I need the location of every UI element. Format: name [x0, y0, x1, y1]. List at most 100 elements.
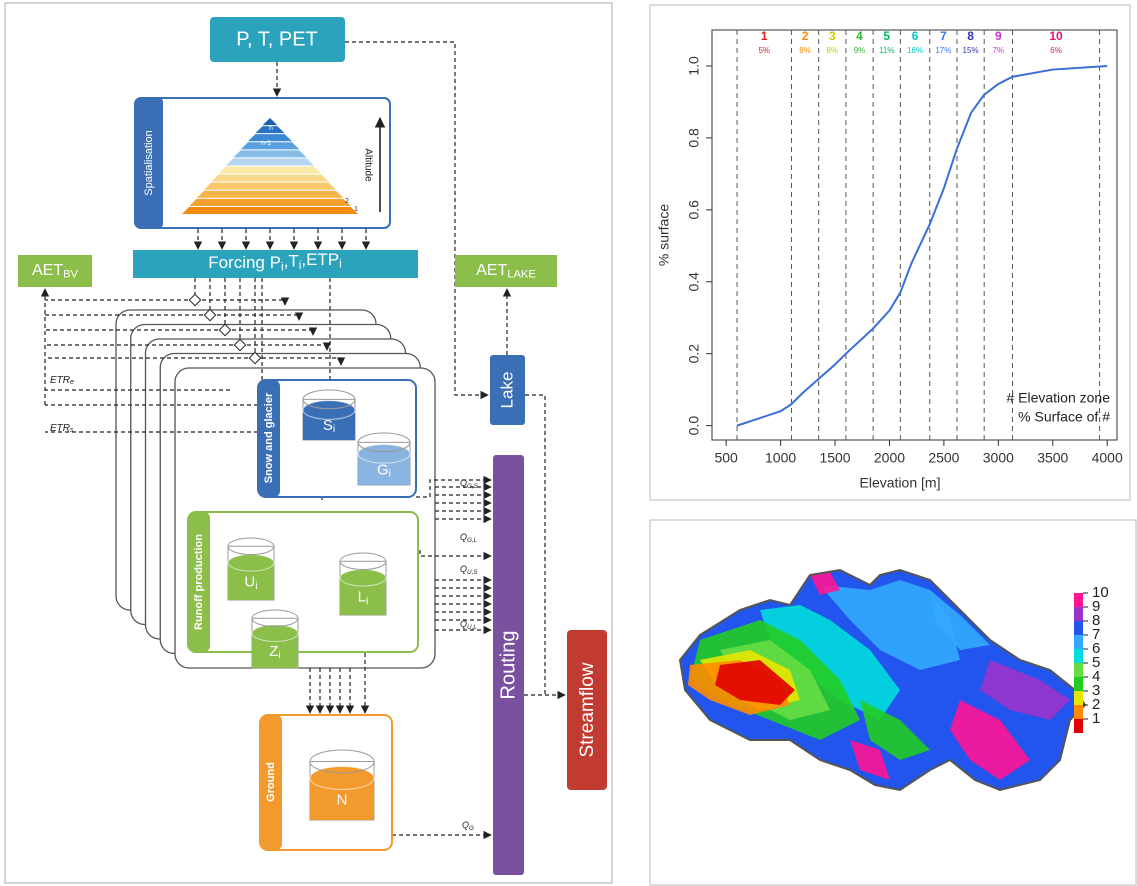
pyramid-band	[189, 199, 350, 206]
zone-label: 10	[1049, 29, 1063, 43]
zone-percent: 5%	[758, 46, 770, 55]
x-tick-label: 1000	[765, 450, 796, 466]
text-main: G	[377, 461, 389, 478]
data-line	[737, 66, 1107, 426]
zone-label: 6	[912, 29, 919, 43]
pyramid-label: 1	[354, 206, 358, 213]
colorbar-segment	[1074, 607, 1083, 621]
text-main: Z	[269, 643, 278, 660]
colorbar-segment	[1074, 691, 1083, 705]
y-tick-label: 0.2	[686, 344, 702, 364]
text-main: Q	[460, 478, 467, 488]
zone-label: 7	[940, 29, 947, 43]
zone-percent: 8%	[799, 46, 811, 55]
x-tick-label: 3000	[983, 450, 1014, 466]
text-sub: i	[339, 257, 342, 271]
snow-label: Snow and glacier	[263, 392, 275, 483]
text-main: S	[323, 417, 333, 434]
legend-entry: # Elevation zone	[1006, 390, 1110, 406]
text-sub: i	[255, 580, 257, 592]
text-main: N	[337, 791, 348, 808]
figure: P, T, PET Spatialisation n n-1 2 1 Altit…	[0, 0, 1137, 886]
pyramid-band	[204, 183, 336, 190]
colorbar-segment	[1074, 621, 1083, 635]
zone-percent: 16%	[907, 46, 923, 55]
text-sub: U,L	[467, 624, 477, 631]
zone-percent: 17%	[935, 46, 951, 55]
flow-label: QU,L​	[460, 619, 477, 630]
flow-label: QG,L​	[460, 532, 478, 543]
zone-percent: 11%	[879, 46, 894, 55]
pyramid-band	[219, 167, 322, 174]
pyramid-label: n-1	[261, 140, 271, 147]
text-main: AET	[476, 262, 507, 279]
reservoir-level	[252, 625, 298, 642]
text-sub: LAKE	[507, 268, 536, 280]
reservoir-level	[340, 570, 386, 587]
reservoir-level	[358, 444, 410, 463]
colorbar-segment	[1074, 719, 1083, 733]
etr-s-label: ETRs​	[50, 423, 74, 434]
text-main: Q	[460, 619, 467, 629]
x-tick-label: 4000	[1092, 450, 1123, 466]
zone-percent: 6%	[1050, 46, 1062, 55]
runoff-label: Runoff production	[193, 534, 205, 630]
text-main: ,ETP	[301, 250, 339, 269]
zone-label: 3	[829, 29, 836, 43]
colorbar-segment	[1074, 593, 1083, 607]
x-tick-label: 2000	[874, 450, 905, 466]
y-tick-label: 1.0	[686, 56, 702, 76]
elevation-chart: Elevation [m] % surface # Elevation zone…	[656, 29, 1123, 491]
etr-e-label: ETRe​	[50, 375, 74, 386]
streamflow-label: Streamflow	[577, 662, 598, 757]
zone-label: 9	[995, 29, 1002, 43]
x-tick-label: 500	[714, 450, 738, 466]
text-main: Q	[462, 820, 469, 830]
y-tick-label: 0.0	[686, 416, 702, 436]
reservoir-label: N	[337, 791, 348, 808]
inputs-label: P, T, PET	[236, 28, 318, 50]
plot-frame	[712, 30, 1117, 440]
reservoir-level	[228, 555, 274, 572]
colorbar-segment	[1074, 677, 1083, 691]
flow-label: QG​	[462, 820, 474, 831]
zone-label: 8	[967, 29, 974, 43]
zone-label: 2	[802, 29, 809, 43]
colorbar-segment	[1074, 705, 1083, 719]
text-main: Q	[460, 532, 467, 542]
text-sub: s	[70, 427, 74, 434]
x-tick-label: 2500	[928, 450, 959, 466]
chart-panel	[650, 5, 1130, 500]
spatialisation-label: Spatialisation	[143, 130, 155, 195]
page: P, T, PET Spatialisation n n-1 2 1 Altit…	[0, 0, 1137, 886]
y-tick-label: 0.8	[686, 128, 702, 148]
diagram: P, T, PET Spatialisation n n-1 2 1 Altit…	[18, 17, 607, 875]
text-sub: G,S	[467, 483, 479, 490]
pyramid-label: n	[269, 125, 273, 132]
text-main: Forcing P	[208, 253, 281, 272]
text-sub: U,S	[467, 569, 478, 576]
pyramid-band	[182, 207, 358, 214]
text-sub: e	[70, 379, 74, 386]
text-main: L	[358, 589, 366, 606]
ground-label: Ground	[265, 762, 277, 802]
text-main: ETR	[50, 375, 70, 386]
zone-label: 1	[761, 29, 768, 43]
y-tick-label: 0.6	[686, 200, 702, 220]
zone-label: 5	[883, 29, 890, 43]
colorbar-segment	[1074, 663, 1083, 677]
arrow	[525, 395, 545, 695]
flow-label: QU,S​	[460, 564, 478, 575]
zone-percent: 15%	[963, 46, 979, 55]
text-sub: i	[366, 595, 368, 607]
pyramid-label: 2	[345, 198, 349, 205]
colorbar-label: 10	[1092, 584, 1109, 601]
lake-label: Lake	[497, 372, 516, 409]
text-main: AET	[32, 262, 63, 279]
colorbar-segment	[1074, 635, 1083, 649]
x-tick-label: 3500	[1037, 450, 1068, 466]
pyramid-band	[197, 191, 344, 198]
zone-percent: 8%	[827, 46, 839, 55]
routing-label: Routing	[497, 631, 519, 700]
